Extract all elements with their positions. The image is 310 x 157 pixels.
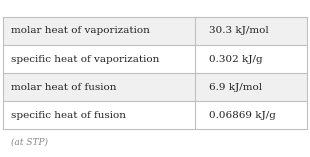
Text: specific heat of vaporization: specific heat of vaporization	[11, 55, 159, 64]
Text: 0.06869 kJ/g: 0.06869 kJ/g	[209, 111, 276, 120]
Bar	[3, 101, 307, 129]
Bar	[3, 17, 307, 45]
Text: molar heat of vaporization: molar heat of vaporization	[11, 27, 149, 35]
Text: 30.3 kJ/mol: 30.3 kJ/mol	[209, 27, 268, 35]
Text: 6.9 kJ/mol: 6.9 kJ/mol	[209, 83, 262, 92]
Text: 0.302 kJ/g: 0.302 kJ/g	[209, 55, 262, 64]
Text: molar heat of fusion: molar heat of fusion	[11, 83, 116, 92]
Text: (at STP): (at STP)	[11, 138, 48, 147]
Bar	[3, 73, 307, 101]
Text: specific heat of fusion: specific heat of fusion	[11, 111, 126, 120]
Bar	[3, 45, 307, 73]
